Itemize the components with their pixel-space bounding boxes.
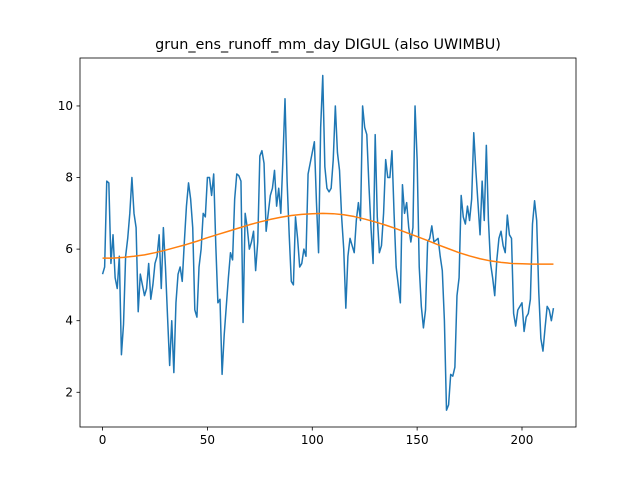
x-tick-label: 0: [99, 433, 107, 447]
x-tick-label: 50: [200, 433, 215, 447]
chart-title: grun_ens_runoff_mm_day DIGUL (also UWIMB…: [155, 37, 501, 53]
line-series: [101, 74, 555, 411]
axes-frame: [79, 57, 577, 428]
line-series: [102, 212, 554, 265]
y-tick-label: 2: [65, 385, 73, 399]
x-tick-label: 200: [511, 433, 534, 447]
y-tick-label: 6: [65, 242, 73, 256]
x-tick-label: 150: [406, 433, 429, 447]
y-tick-label: 8: [65, 171, 73, 185]
x-tick-label: 100: [301, 433, 324, 447]
y-tick-label: 4: [65, 314, 73, 328]
y-tick-label: 10: [58, 99, 73, 113]
